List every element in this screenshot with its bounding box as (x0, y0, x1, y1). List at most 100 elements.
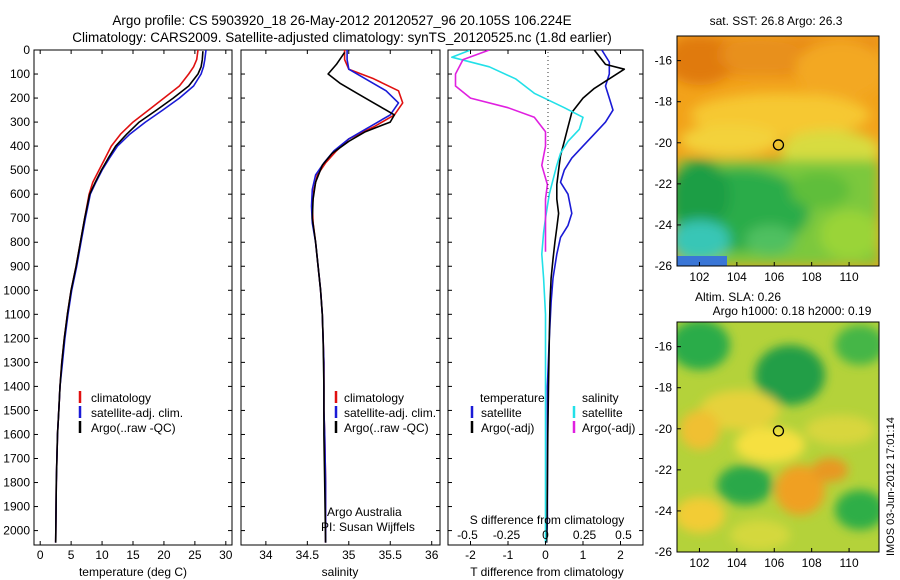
map-y-tick-label: -20 (655, 136, 673, 150)
depth-tick-label: 100 (10, 67, 30, 81)
x-tick-label: 34.5 (296, 548, 320, 562)
depth-tick-label: 900 (10, 259, 30, 273)
map-x-tick-label: 110 (840, 556, 859, 570)
sla-map-image (677, 322, 879, 552)
map-y-tick-label: -26 (655, 259, 673, 273)
map-y-tick-label: -22 (655, 463, 673, 477)
map-y-tick-label: -26 (655, 545, 673, 559)
salinity-series (310, 50, 404, 543)
depth-tick-label: 1200 (3, 331, 30, 345)
legend-label-temp-argo: Argo(-adj) (481, 421, 534, 435)
difference-line-salinity-satellite (450, 50, 584, 543)
figure-title-line-1: Argo profile: CS 5903920_18 26-May-2012 … (112, 13, 571, 28)
legend-title-temperature: temperature (480, 391, 545, 405)
x-tick-label: 30 (219, 548, 233, 562)
depth-tick-label: 1800 (3, 476, 30, 490)
legend-label-temp-satellite: satellite (481, 406, 522, 420)
legend-label-sal-satellite: satellite (582, 406, 623, 420)
legend-label-climatology: climatology (344, 391, 404, 405)
legend-label-sal-argo: Argo(-adj) (582, 421, 635, 435)
difference-line-salinity-argo-adj (454, 50, 549, 252)
argo-position-marker (772, 425, 785, 437)
x-top-tick-label: 0.5 (615, 528, 632, 542)
legend-label-satellite: satellite-adj. clim. (91, 406, 183, 420)
difference-line-temperature-argo-adj (545, 50, 626, 543)
x-tick-label: 1 (580, 548, 587, 562)
map-x-tick-label: 102 (689, 270, 709, 284)
depth-tick-label: 500 (10, 163, 30, 177)
sst-map-title: sat. SST: 26.8 Argo: 26.3 (710, 14, 843, 28)
depth-tick-label: 400 (10, 139, 30, 153)
map-x-tick-label: 104 (727, 556, 747, 570)
sla-map-title: Altim. SLA: 0.26 (695, 290, 781, 304)
temperature-line-climatology (54, 50, 199, 543)
t-difference-xlabel: T difference from climatology (470, 565, 624, 579)
depth-axis-ticks: 0 100 200 300 400 500 600 700 800 900 1000 1100 1200… (3, 43, 643, 538)
s-difference-xlabel: S difference from climatology (470, 513, 625, 527)
sst-map-frame (676, 35, 880, 267)
temperature-x-ticks: 0 5 10 15 20 25 30 (37, 50, 233, 562)
x-tick-label: 36 (425, 548, 439, 562)
x-tick-label: 10 (95, 548, 109, 562)
salinity-line-argo-raw-qc (311, 51, 396, 543)
map-y-tick-label: -18 (655, 95, 673, 109)
map-y-tick-label: -16 (655, 54, 673, 68)
legend-label-satellite: satellite-adj. clim. (344, 406, 436, 420)
map-y-tick-label: -24 (655, 218, 673, 232)
sla-map-axes: 102 104 106 108 110 -16 -18 -20 -22 -24 -26 (655, 340, 859, 570)
difference-series (450, 50, 626, 543)
x-tick-label: 35.5 (379, 548, 403, 562)
depth-tick-label: 700 (10, 211, 30, 225)
legend-label-argo: Argo(..raw -QC) (344, 421, 429, 435)
map-y-tick-label: -24 (655, 504, 673, 518)
x-top-tick-label: 0 (542, 528, 549, 542)
x-tick-label: 0 (37, 548, 44, 562)
map-x-tick-label: 106 (764, 270, 784, 284)
x-top-tick-label: -0.25 (493, 528, 521, 542)
argo-position-marker (772, 139, 785, 151)
credit-argo-australia: Argo Australia (327, 505, 402, 519)
depth-tick-label: 1000 (3, 283, 30, 297)
depth-tick-label: 1900 (3, 500, 30, 514)
x-tick-label: -1 (503, 548, 514, 562)
legend-label-climatology: climatology (91, 391, 151, 405)
temperature-series (54, 50, 207, 543)
difference-legend: temperature satellite Argo(-adj) salinit… (470, 391, 635, 435)
depth-tick-label: 1100 (4, 307, 30, 321)
depth-tick-label: 600 (10, 187, 30, 201)
temperature-axes (33, 49, 233, 546)
x-top-tick-label: -0.5 (457, 528, 478, 542)
depth-tick-label: 2000 (3, 524, 30, 538)
sla-map-frame (676, 321, 880, 553)
depth-tick-label: 0 (23, 43, 30, 57)
figure-title-line-2: Climatology: CARS2009. Satellite-adjuste… (72, 30, 612, 45)
depth-tick-label: 1700 (3, 451, 30, 465)
map-x-tick-label: 104 (727, 270, 747, 284)
depth-tick-label: 1300 (3, 355, 30, 369)
x-tick-label: 15 (126, 548, 140, 562)
depth-tick-label: 1400 (3, 379, 30, 393)
depth-tick-label: 800 (10, 235, 30, 249)
map-y-tick-label: -20 (655, 422, 673, 436)
legend-label-argo: Argo(..raw -QC) (91, 421, 176, 435)
temperature-line-argo-raw-qc (54, 51, 204, 543)
map-y-tick-label: -18 (655, 381, 673, 395)
salinity-axes (240, 49, 441, 546)
map-x-tick-label: 108 (802, 270, 822, 284)
map-y-tick-label: -16 (655, 340, 673, 354)
depth-tick-label: 1600 (3, 427, 30, 441)
temperature-legend: climatology satellite-adj. clim. Argo(..… (78, 391, 183, 435)
salinity-x-ticks: 34 34.5 35 35.5 36 (259, 50, 439, 562)
x-tick-label: -2 (465, 548, 476, 562)
depth-tick-label: 300 (10, 115, 30, 129)
difference-x-ticks: -2 -1 0 1 2 -0.5 -0.25 0 0.25 0.5 (457, 50, 632, 562)
x-tick-label: 34 (259, 548, 273, 562)
sst-map-image (677, 36, 879, 266)
salinity-xlabel: salinity (322, 565, 359, 579)
imos-timestamp: IMOS 03-Jun-2012 17:01:14 (885, 417, 897, 556)
map-x-tick-label: 102 (689, 556, 709, 570)
credit-pi: PI: Susan Wijffels (321, 520, 415, 534)
map-x-tick-label: 106 (764, 556, 784, 570)
depth-tick-label: 1500 (3, 403, 30, 417)
